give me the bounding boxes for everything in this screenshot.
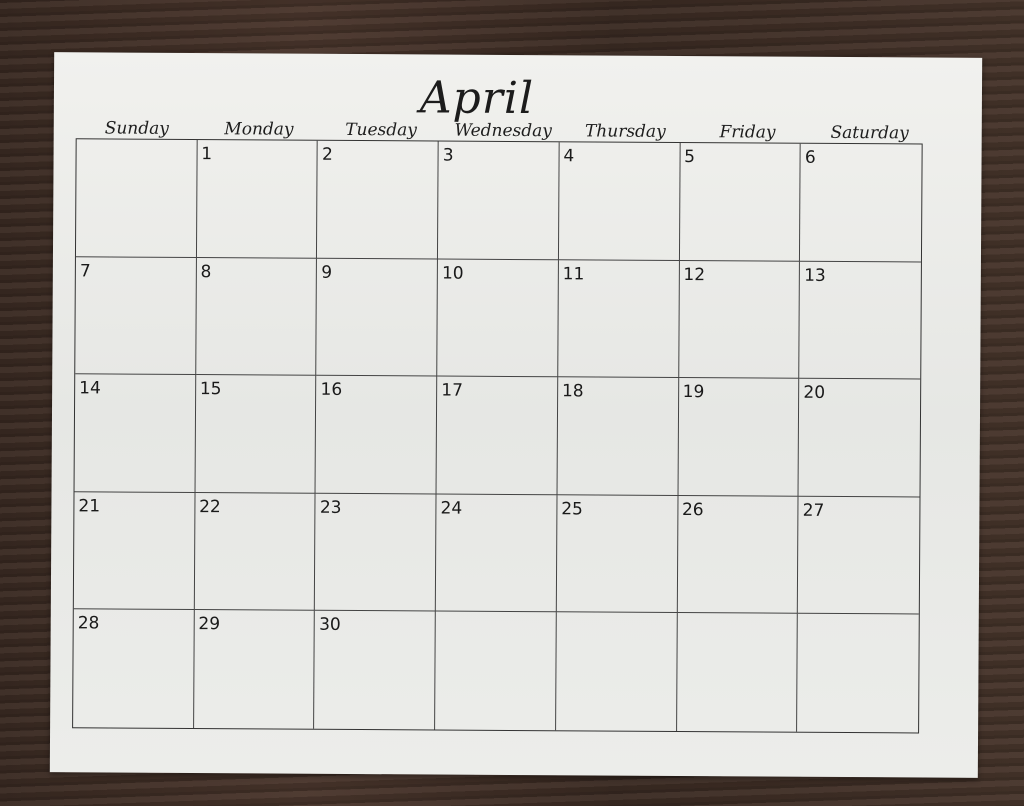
day-number: 9 [321,262,333,283]
day-cell [555,612,678,731]
day-number: 6 [804,147,816,168]
day-number: 18 [561,381,584,402]
day-number: 1 [201,144,213,165]
day-number: 30 [319,615,341,636]
day-number: 16 [320,379,343,401]
day-cell: 16 [315,375,438,495]
day-number: 8 [200,261,212,282]
weekday-friday: Friday [719,122,776,143]
day-number: 2 [321,144,333,165]
day-cell: 9 [316,258,439,377]
day-cell: 18 [557,377,679,496]
day-cell [797,614,918,732]
day-number: 13 [804,265,826,286]
day-cell [676,613,799,732]
day-number: 20 [803,382,826,404]
day-cell: 19 [678,378,800,497]
day-cell: 22 [194,492,316,612]
day-cell: 24 [435,494,558,613]
weekday-monday: Monday [224,119,294,140]
day-cell: 5 [679,142,801,262]
day-number: 7 [79,260,91,281]
day-cell: 13 [799,261,921,380]
day-cell: 30 [314,611,436,730]
day-number: 24 [440,498,463,519]
day-number: 12 [683,264,706,285]
weekday-wednesday: Wednesday [454,120,552,142]
day-cell: 1 [196,140,319,259]
day-cell: 20 [798,378,921,498]
day-cell: 2 [317,140,439,260]
day-number: 14 [79,378,101,399]
day-cell: 14 [74,374,196,493]
day-cell [435,611,557,731]
day-number: 19 [682,382,705,403]
day-cell: 17 [436,376,559,496]
day-cell: 4 [558,142,681,261]
day-number: 3 [442,145,454,166]
weekday-sunday: Sunday [104,118,169,139]
day-cell: 8 [195,257,318,376]
day-number: 27 [802,500,825,521]
day-number: 23 [319,497,342,518]
weekday-saturday: Saturday [830,122,909,144]
day-number: 21 [78,496,101,517]
day-cell: 23 [315,493,437,612]
day-cell: 3 [438,141,560,260]
day-cell: 29 [193,610,316,729]
day-cell: 28 [73,609,195,729]
day-cell: 25 [556,495,679,614]
day-number: 28 [77,613,100,634]
day-cell: 6 [800,143,922,263]
day-number: 5 [684,147,696,168]
weekday-tuesday: Tuesday [345,119,418,141]
day-number: 22 [199,496,221,517]
weekday-thursday: Thursday [584,121,666,142]
paper-calendar: April Sunday Monday Tuesday Wednesday Th… [49,52,983,778]
day-number: 15 [199,379,222,400]
day-cell: 10 [437,259,559,378]
day-cell: 11 [558,259,680,379]
day-number: 29 [198,614,221,635]
day-cell: 7 [75,256,197,376]
day-cell [75,139,198,258]
day-number: 17 [441,380,463,401]
day-number: 25 [561,499,583,520]
day-cell: 12 [678,260,801,379]
day-cell: 21 [73,492,196,611]
month-title: April [419,72,535,125]
day-cell: 27 [798,496,920,615]
day-number: 26 [681,499,704,520]
day-number: 10 [441,263,464,284]
calendar-grid: 1 2 3 4 5 6 7 8 9 10 11 12 13 14 15 16 17 18 19 20 21 22 23 24 2… [72,138,923,734]
day-number: 4 [563,146,575,167]
day-cell: 26 [677,495,799,615]
day-number: 11 [562,263,585,285]
day-cell: 15 [195,375,317,494]
